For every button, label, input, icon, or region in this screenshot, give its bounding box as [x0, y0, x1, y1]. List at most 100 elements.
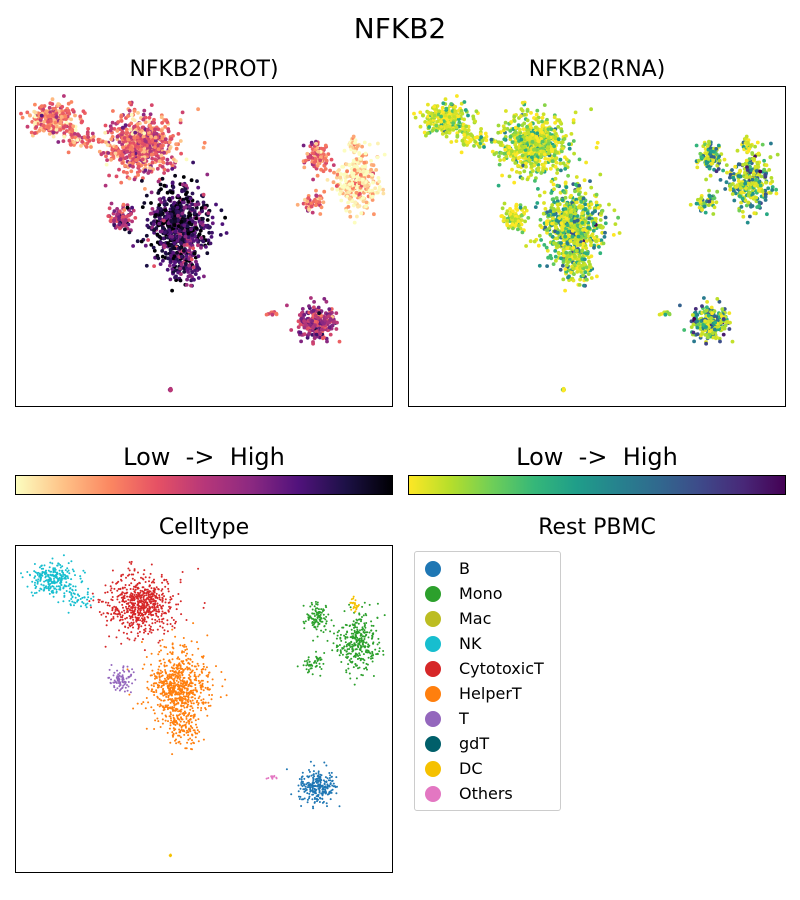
rna-cell-point	[743, 170, 747, 175]
prot-cell-point	[179, 208, 184, 213]
rna-cell-point	[577, 183, 581, 188]
prot-cell-point	[184, 197, 189, 201]
prot-cell-point	[302, 332, 307, 336]
prot-cell-point	[132, 118, 137, 123]
prot-cell-point	[123, 156, 128, 161]
rna-cell-point	[595, 140, 600, 145]
rna-cell-point	[747, 190, 752, 195]
rna-cell-point	[584, 246, 589, 251]
rna-cell-point	[559, 168, 563, 173]
rna-cell-point	[758, 169, 763, 174]
rna-cell-point	[695, 165, 700, 170]
rna-cell-point	[525, 109, 530, 113]
prot-cell-point	[161, 196, 166, 200]
prot-cell-point	[176, 193, 181, 198]
prot-cell-point	[307, 155, 311, 160]
rna-cell-point	[556, 140, 561, 145]
rna-cell-point	[592, 221, 596, 226]
rna-cell-point	[538, 127, 543, 132]
rna-cell-point	[537, 263, 542, 268]
rna-cell-point	[441, 101, 446, 106]
rna-cell-point	[554, 258, 558, 263]
prot-cell-point	[358, 156, 362, 161]
rna-cell-point	[502, 201, 507, 206]
rna-cell-point	[560, 228, 565, 232]
prot-cell-point	[156, 179, 161, 184]
prot-cell-point	[204, 245, 208, 249]
prot-cell-point	[319, 155, 323, 160]
prot-cell-point	[58, 128, 63, 132]
prot-cell-point	[163, 208, 168, 213]
prot-cell-point	[313, 319, 318, 324]
prot-cell-point	[179, 272, 183, 276]
prot-cell-point	[311, 341, 315, 346]
rna-cell-point	[463, 127, 468, 132]
rna-cell-point	[575, 249, 579, 253]
rna-cell-point	[549, 127, 553, 131]
rna-cell-point	[573, 237, 578, 242]
rna-cell-point	[594, 192, 599, 197]
prot-cell-point	[200, 209, 205, 214]
prot-cell-point	[168, 263, 172, 268]
prot-cell-point	[140, 125, 145, 130]
prot-cell-point	[325, 178, 330, 182]
rna-cell-point	[592, 236, 597, 240]
prot-cell-point	[315, 173, 320, 178]
prot-cell-point	[207, 230, 212, 235]
prot-cell-point	[186, 199, 191, 204]
prot-cell-point	[114, 145, 119, 150]
prot-cell-point	[117, 140, 122, 144]
rna-cell-point	[567, 142, 571, 147]
prot-cell-point	[191, 246, 196, 251]
rna-cell-point	[551, 182, 556, 187]
rna-cell-point	[453, 104, 458, 109]
rna-cell-point	[724, 163, 729, 167]
prot-cell-point	[199, 245, 203, 250]
prot-cell-point	[191, 160, 196, 165]
prot-cell-point	[158, 182, 163, 187]
prot-cell-point	[314, 329, 319, 334]
prot-cell-point	[157, 197, 162, 202]
rna-cell-point	[712, 155, 716, 160]
prot-cell-point	[167, 225, 172, 230]
rna-cell-point	[508, 134, 513, 139]
rna-cell-point	[763, 173, 767, 177]
prot-cell-point	[61, 125, 66, 130]
prot-cell-point	[330, 323, 335, 328]
prot-cell-point	[159, 200, 164, 205]
prot-cell-point	[114, 174, 119, 179]
rna-cell-point	[543, 156, 548, 161]
rna-cell-point	[426, 102, 430, 107]
rna-cell-point	[708, 173, 713, 178]
prot-cell-point	[352, 220, 357, 225]
rna-cell-point	[541, 112, 546, 117]
prot-cell-point	[160, 165, 165, 169]
rna-cell-point	[427, 125, 432, 129]
rna-cell-point	[443, 97, 448, 102]
rna-cell-point	[498, 143, 503, 147]
prot-cell-point	[208, 241, 213, 246]
rna-cell-point	[603, 230, 607, 235]
prot-cell-point	[376, 141, 380, 146]
rna-cell-point	[437, 109, 441, 113]
prot-cell-point	[144, 193, 149, 198]
prot-cell-point	[161, 236, 166, 241]
rna-cell-point	[447, 115, 452, 119]
prot-cell-point	[103, 130, 108, 135]
rna-cell-point	[740, 190, 744, 194]
prot-cell-point	[335, 175, 339, 180]
prot-cell-point	[366, 174, 371, 179]
prot-cell-point	[322, 318, 327, 323]
rna-cell-point	[526, 216, 531, 220]
rna-cell-point	[562, 190, 567, 195]
prot-cell-point	[314, 194, 319, 198]
rna-cell-point	[520, 100, 525, 105]
prot-cell-point	[345, 169, 349, 174]
rna-cell-point	[502, 157, 506, 162]
rna-cell-point	[534, 117, 539, 122]
rna-cell-point	[484, 138, 489, 143]
prot-cell-point	[128, 135, 133, 139]
prot-cell-point	[176, 270, 181, 275]
rna-cell-point	[444, 125, 449, 129]
prot-cell-point	[209, 235, 214, 239]
